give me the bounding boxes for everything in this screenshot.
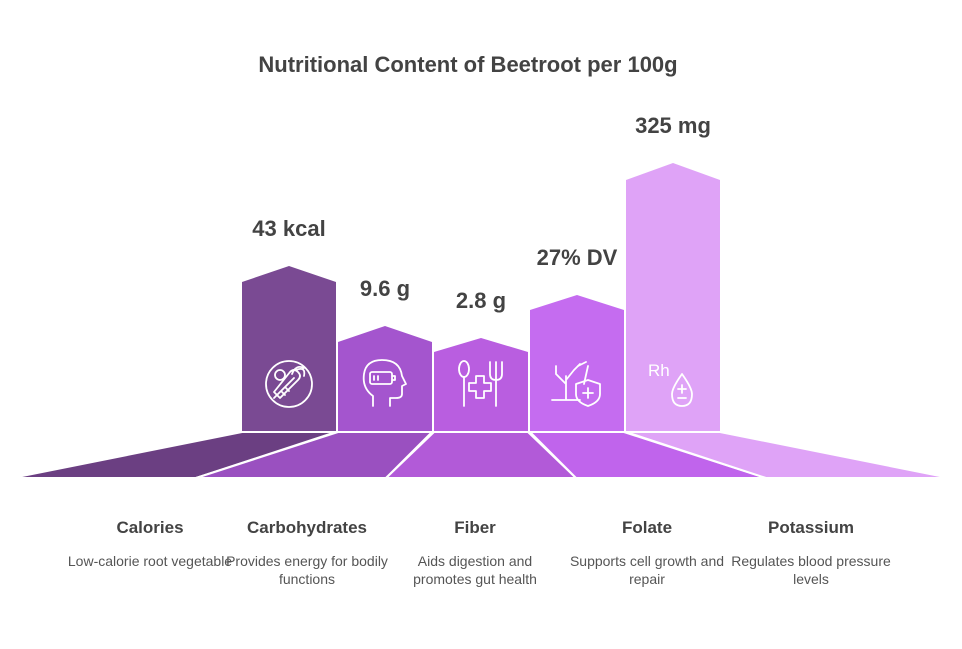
icons-group: Rh <box>265 359 693 408</box>
category-description-calories: Low-calorie root vegetable <box>67 553 233 569</box>
category-label-calories: Calories <box>116 518 184 537</box>
category-description-folate: Supports cell growth and repair <box>569 553 725 587</box>
value-label-folate: 27% DV <box>537 245 618 270</box>
category-description-fiber: Aids digestion and promotes gut health <box>413 553 537 587</box>
value-label-potassium: 325 mg <box>635 113 711 138</box>
category-label-fiber: Fiber <box>454 518 496 537</box>
value-labels-group: 43 kcal 9.6 g 2.8 g 27% DV 325 mg <box>252 113 711 313</box>
brain-battery-icon <box>362 359 407 407</box>
bases-group <box>11 431 951 479</box>
spoon-fork-medical-icon <box>458 360 503 407</box>
category-label-carbohydrates: Carbohydrates <box>247 518 367 537</box>
rh-icon-text: Rh <box>648 361 670 380</box>
category-label-folate: Folate <box>621 518 673 537</box>
bar-calories <box>242 266 336 432</box>
bar-folate <box>530 295 624 432</box>
bar-potassium <box>626 163 720 432</box>
base-potassium <box>625 431 951 479</box>
bar-carbohydrates <box>338 326 432 432</box>
category-label-potassium: Potassium <box>768 518 854 537</box>
chart-title: Nutritional Content of Beetroot per 100g <box>258 52 678 77</box>
bars-group <box>242 163 720 432</box>
value-label-calories: 43 kcal <box>252 216 325 241</box>
category-description-carbohydrates: Provides energy for bodily functions <box>226 553 388 587</box>
category-description-potassium: Regulates blood pressure levels <box>731 553 891 587</box>
rh-blood-drop-icon: Rh <box>648 361 693 407</box>
vegetables-icon <box>265 360 313 408</box>
value-label-fiber: 2.8 g <box>456 288 506 313</box>
value-label-carbohydrates: 9.6 g <box>360 276 410 301</box>
bar-fiber <box>434 338 528 432</box>
plant-shield-icon <box>551 361 601 407</box>
